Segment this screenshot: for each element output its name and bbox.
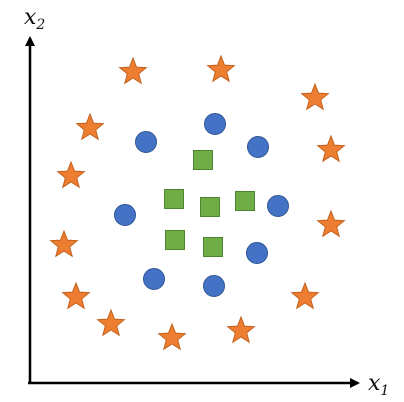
- orange-star-icon: [49, 229, 79, 258]
- orange-star-icon: [206, 54, 236, 83]
- orange-star-icon: [96, 308, 126, 337]
- green-square-icon: [200, 197, 220, 217]
- blue-circle-icon: [267, 195, 289, 217]
- green-square-icon: [165, 230, 185, 250]
- blue-circle-icon: [114, 204, 136, 226]
- blue-circle-icon: [135, 131, 157, 153]
- blue-circle-icon: [204, 113, 226, 135]
- orange-star-icon: [300, 82, 330, 111]
- blue-circle-icon: [246, 242, 268, 264]
- orange-star-icon: [118, 56, 148, 85]
- markers-layer: [49, 54, 346, 351]
- orange-star-icon: [226, 315, 256, 344]
- x-axis-label: x1: [368, 371, 389, 399]
- green-square-icon: [164, 189, 184, 209]
- y-axis-label: x2: [24, 5, 45, 33]
- orange-star-icon: [56, 160, 86, 189]
- orange-star-icon: [290, 281, 320, 310]
- blue-circle-icon: [203, 275, 225, 297]
- orange-star-icon: [157, 322, 187, 351]
- green-square-icon: [203, 237, 223, 257]
- green-square-icon: [193, 150, 213, 170]
- orange-star-icon: [61, 281, 91, 310]
- orange-star-icon: [316, 134, 346, 163]
- orange-star-icon: [316, 209, 346, 238]
- orange-star-icon: [75, 112, 105, 141]
- blue-circle-icon: [143, 268, 165, 290]
- green-square-icon: [235, 191, 255, 211]
- blue-circle-icon: [247, 136, 269, 158]
